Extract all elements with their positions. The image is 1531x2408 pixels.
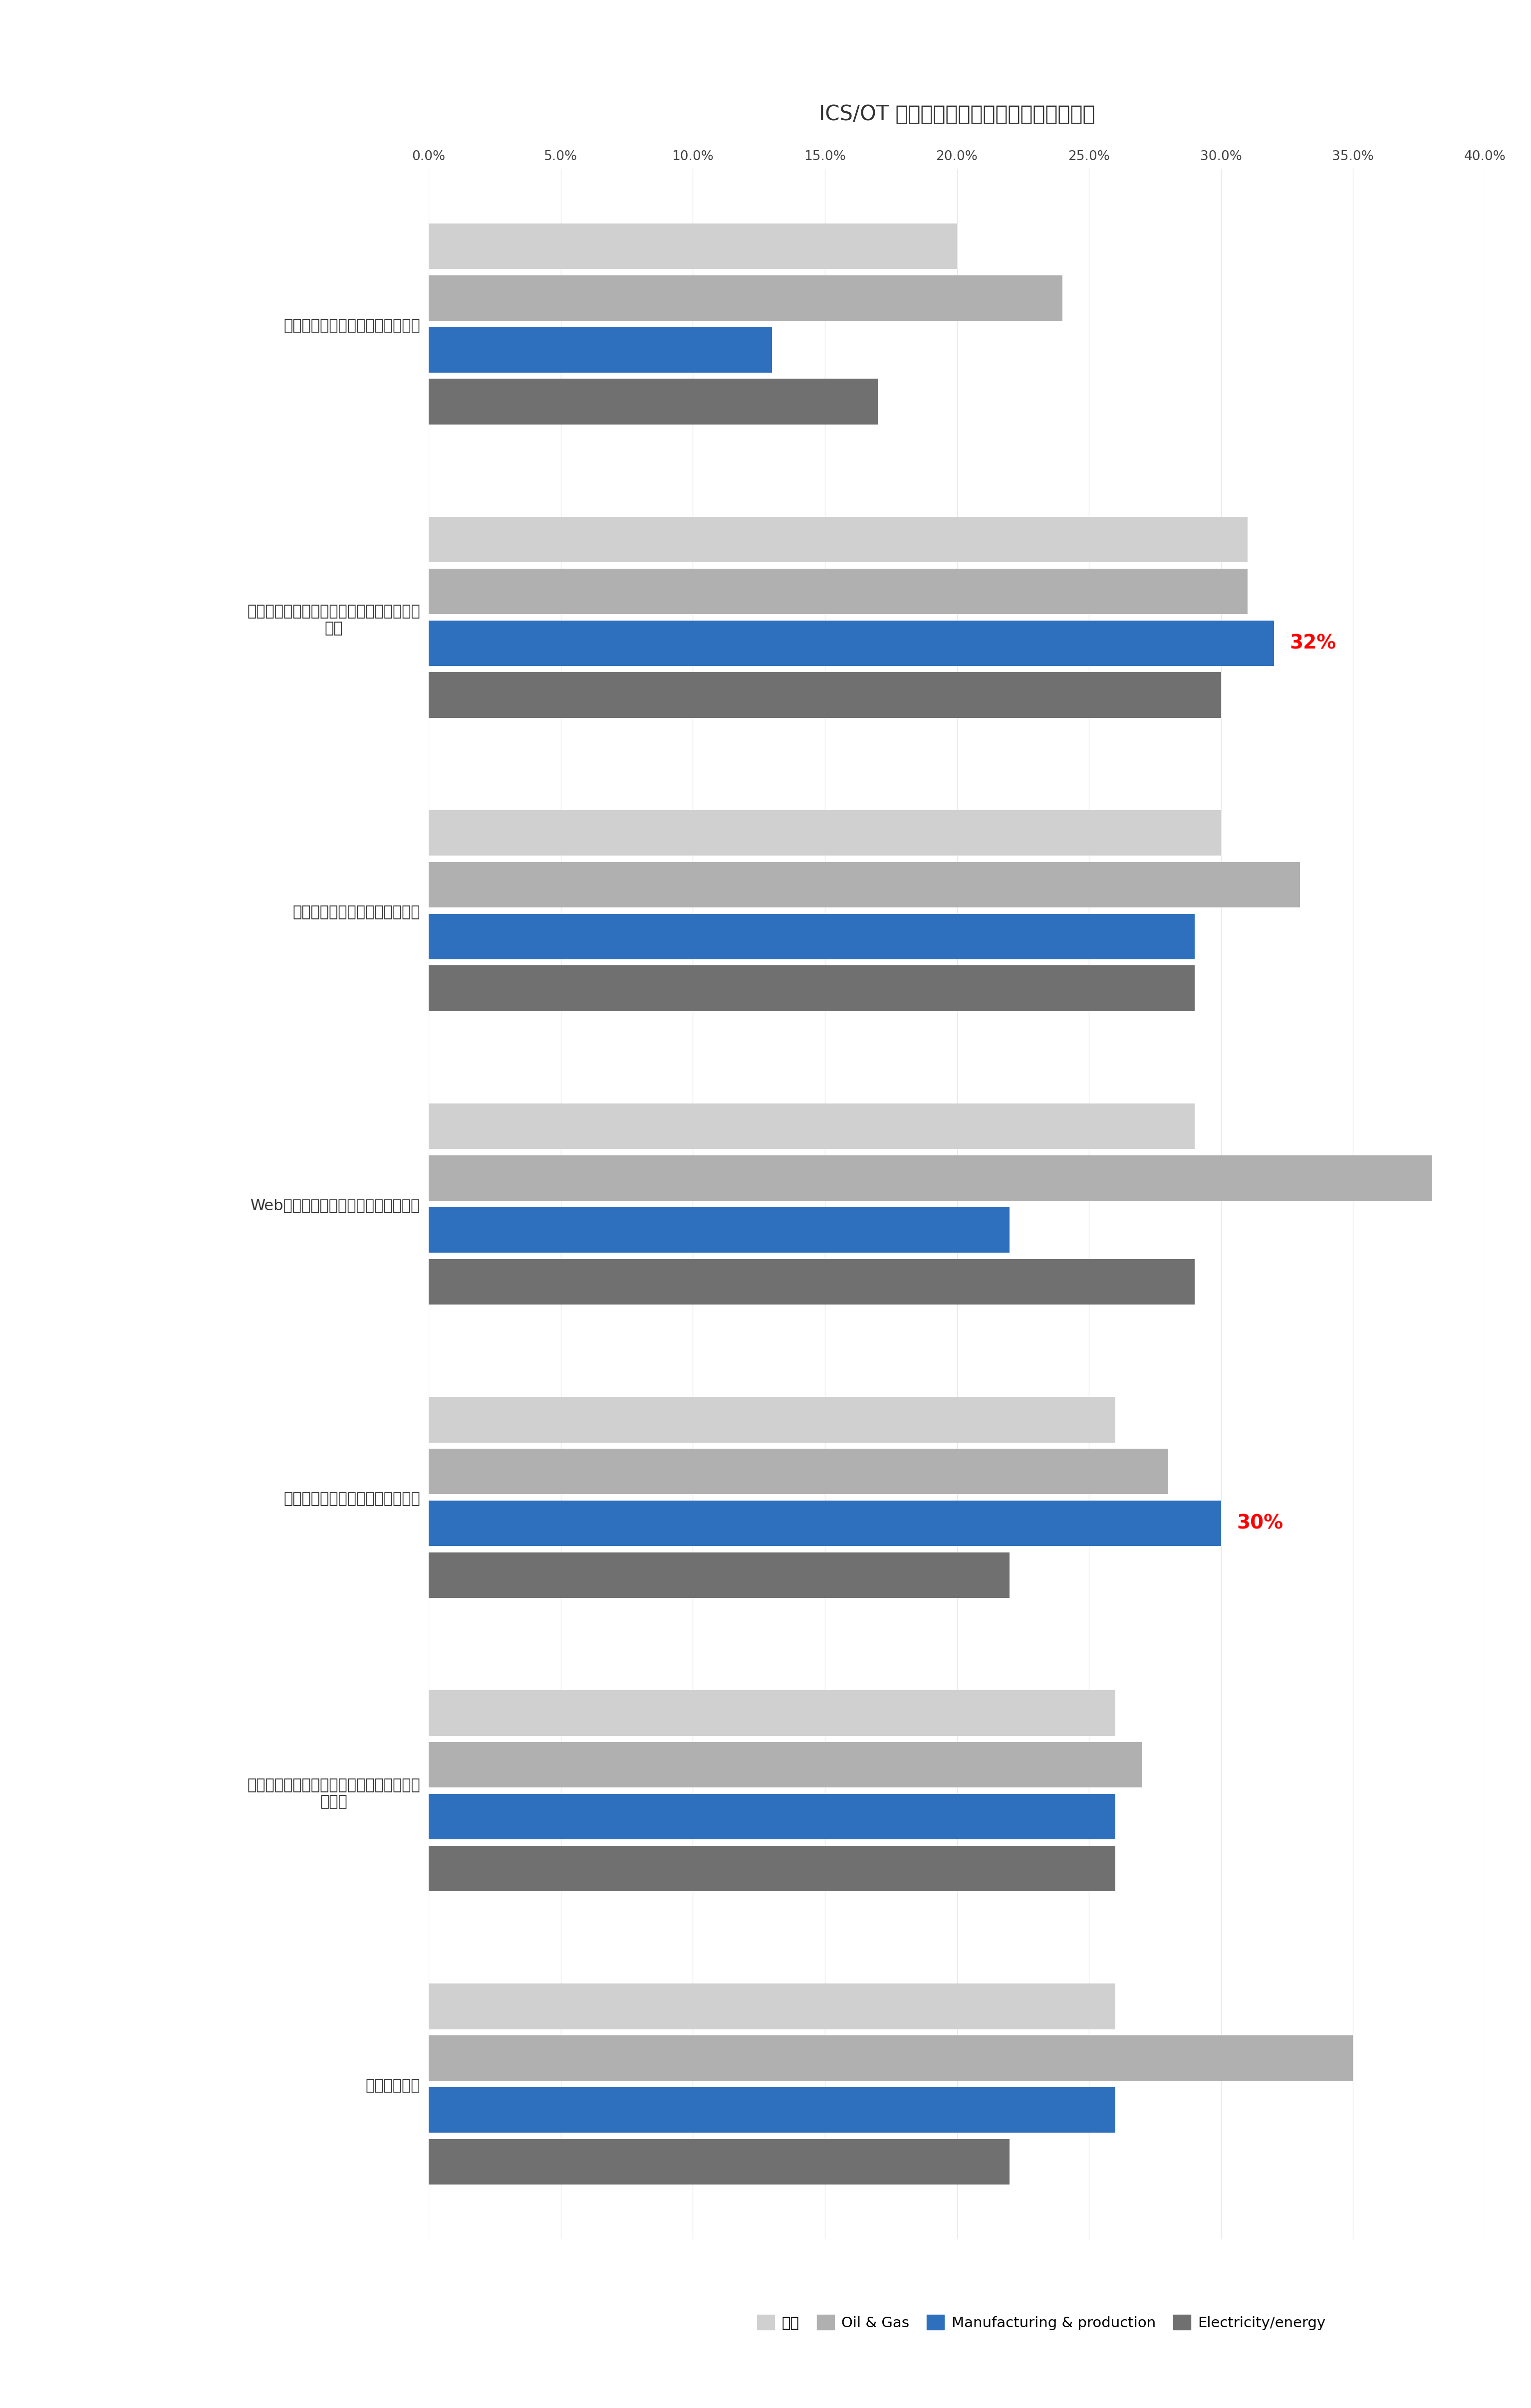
Bar [429,1845,1115,1890]
Bar [429,2088,1115,2133]
Bar [429,1690,1115,1736]
Bar [429,1103,1194,1149]
Bar [429,1259,1194,1305]
Bar [429,1450,1168,1495]
Bar [429,378,877,424]
Bar [429,1741,1142,1787]
Bar [429,1156,1433,1202]
Bar [429,1397,1115,1442]
Bar [429,518,1248,563]
Text: 30%: 30% [1237,1515,1283,1534]
Bar [429,966,1194,1011]
Bar [429,672,1222,718]
Legend: 合計, Oil & Gas, Manufacturing & production, Electricity/energy: 合計, Oil & Gas, Manufacturing & productio… [752,2309,1332,2336]
Text: 32%: 32% [1289,633,1337,653]
Bar [429,2035,1353,2081]
Bar [429,327,772,373]
Title: ICS/OT のシステム停止の原因となった攻撃: ICS/OT のシステム停止の原因となった攻撃 [819,104,1095,125]
Bar [429,1553,1010,1599]
Bar [429,1206,1010,1252]
Bar [429,275,1063,320]
Bar [429,224,957,270]
Bar [429,2138,1010,2184]
Bar [429,568,1248,614]
Bar [429,621,1274,667]
Bar [429,809,1222,855]
Bar [429,1794,1115,1840]
Bar [429,913,1194,958]
Bar [429,1984,1115,2030]
Bar [429,1500,1222,1546]
Bar [429,862,1300,908]
